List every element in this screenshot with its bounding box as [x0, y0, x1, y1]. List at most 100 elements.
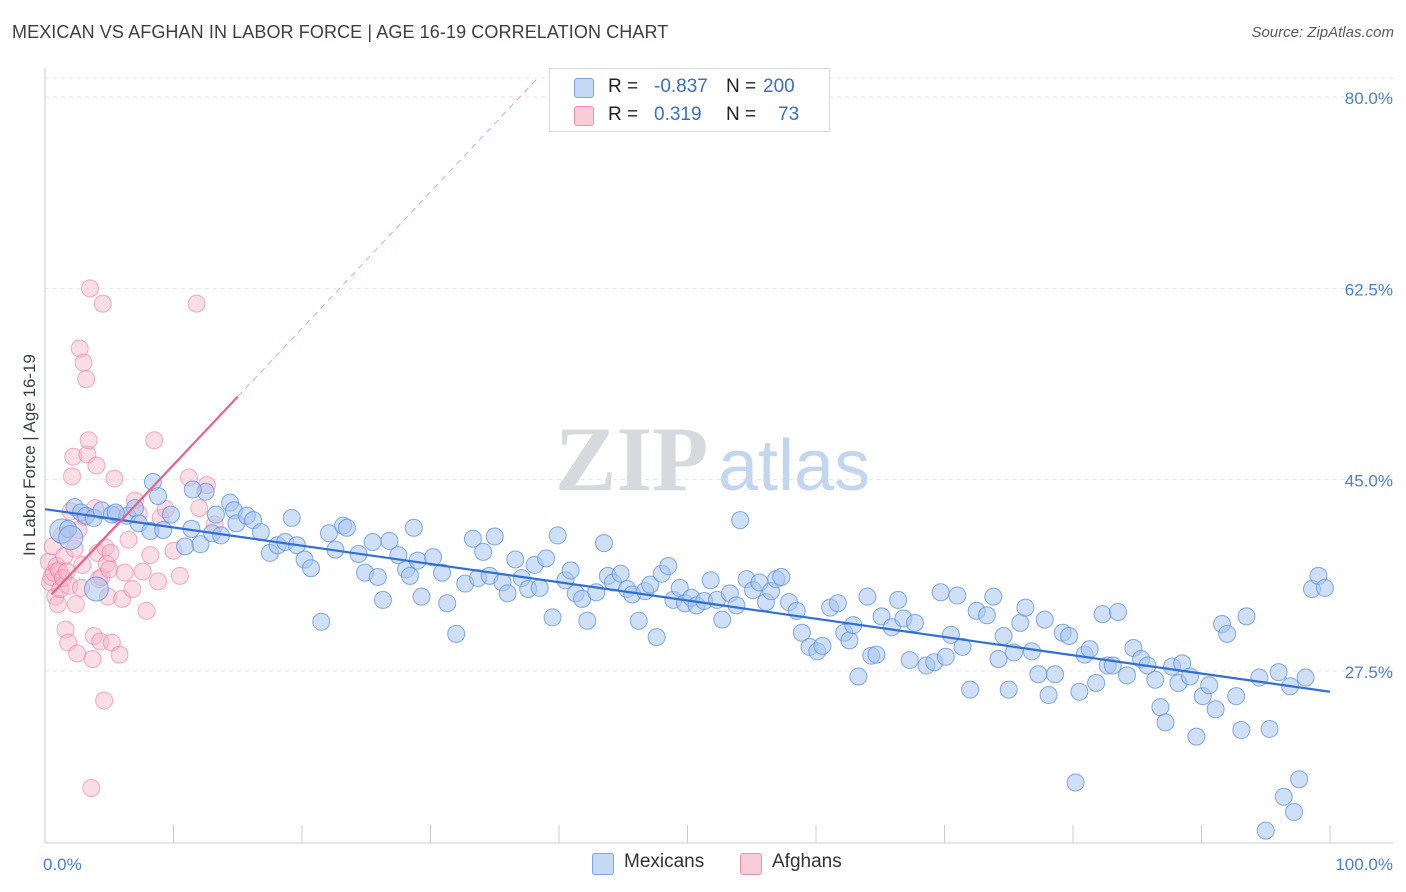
mexicans-point: [485, 527, 504, 546]
mexicans-point: [301, 559, 320, 578]
mexicans-point: [1093, 605, 1112, 624]
mexicans-point: [1060, 627, 1079, 646]
mexicans-point: [424, 548, 443, 567]
afghans-point: [100, 560, 119, 579]
mexicans-point: [889, 590, 908, 609]
mexicans-point: [936, 647, 955, 666]
mexicans-legend-swatch: [592, 853, 614, 875]
afghans-point: [83, 649, 102, 668]
afghans-point: [74, 353, 93, 372]
afghans-point: [101, 543, 120, 562]
mexicans-point: [1269, 663, 1288, 682]
mexicans-point: [433, 563, 452, 582]
afghans-point: [133, 562, 152, 581]
mexicans-point: [561, 561, 580, 580]
mexicans-point: [1256, 821, 1275, 840]
y-tick-label: 45.0%: [1345, 472, 1393, 491]
x-tick-label-min: 0.0%: [43, 855, 82, 874]
legend-r-label: R =: [608, 104, 639, 125]
mexicans-point: [858, 587, 877, 606]
mexicans-swatch: [574, 78, 594, 98]
mexicans-point: [400, 566, 419, 585]
mexicans-point: [161, 505, 180, 524]
legend-row-afghans: R = 0.319 N = 73: [550, 101, 829, 129]
mexicans-point: [961, 680, 980, 699]
mexicans-point: [849, 667, 868, 686]
mexicans-point: [867, 645, 886, 664]
mexicans-point: [447, 624, 466, 643]
axes: [44, 68, 1393, 844]
watermark-atlas: atlas: [718, 426, 870, 506]
mexicans-point: [994, 627, 1013, 646]
afghans-point: [190, 499, 209, 518]
mexicans-point: [154, 520, 173, 539]
mexicans-point: [659, 557, 678, 576]
mexicans-point: [594, 534, 613, 553]
mexicans-point: [1315, 578, 1334, 597]
afghans-point: [115, 563, 134, 582]
mexicans-point: [438, 594, 457, 613]
afghans-point: [95, 691, 114, 710]
mexicans-point: [83, 576, 109, 602]
x-tick-label-max: 100.0%: [1335, 855, 1393, 874]
afghans-trend-extension: [237, 75, 541, 397]
mexicans-point: [772, 567, 791, 586]
mexicans-point: [731, 511, 750, 530]
mexicans-point: [1227, 687, 1246, 706]
mexicans-point: [1237, 607, 1256, 626]
mexicans-point: [813, 636, 832, 655]
mexicans-point: [905, 613, 924, 632]
mexicans-point: [1029, 665, 1048, 684]
afghans-point: [149, 572, 168, 591]
mexicans-point: [931, 583, 950, 602]
mexicans-point: [647, 628, 666, 647]
mexicans-point: [1206, 700, 1225, 719]
mexicans-point: [506, 550, 525, 569]
mexicans-point: [828, 594, 847, 613]
mexicans-point: [840, 631, 859, 650]
afghans-point: [105, 469, 124, 488]
mexicans-point: [1070, 682, 1089, 701]
mexicans-point: [989, 649, 1008, 668]
mexicans-point: [530, 578, 549, 597]
afghans-point: [77, 370, 96, 389]
mexicans-point: [176, 537, 195, 556]
afghans-point: [64, 447, 83, 466]
afghans-swatch: [574, 106, 594, 126]
mexicans-point: [792, 623, 811, 642]
afghans-point: [110, 645, 129, 664]
mexicans-point: [1285, 803, 1304, 822]
mexicans-legend-label: Mexicans: [624, 851, 705, 872]
mexicans-point: [948, 586, 967, 605]
afghans-point: [48, 595, 67, 614]
mexicans-point: [713, 610, 732, 629]
mexicans-point: [125, 499, 144, 518]
mexicans-point: [900, 651, 919, 670]
mexicans-point: [1296, 668, 1315, 687]
mexicans-point: [1218, 624, 1237, 643]
mexicans-point: [1039, 686, 1058, 705]
mexicans-point: [363, 532, 382, 551]
watermark-zip: ZIP: [555, 408, 708, 510]
y-tick-label: 62.5%: [1345, 280, 1393, 299]
legend-r-value: 0.319: [654, 104, 702, 125]
afghans-point: [62, 467, 81, 486]
mexicans-point: [1117, 666, 1136, 685]
afghans-point: [73, 555, 92, 574]
afghans-point: [56, 620, 75, 639]
afghans-point: [187, 294, 206, 313]
mexicans-point: [1187, 727, 1206, 746]
afghans-point: [137, 601, 156, 620]
afghans-point: [170, 566, 189, 585]
mexicans-trend-line: [44, 508, 1331, 693]
trend-lines: [44, 75, 1331, 693]
mexicans-point: [999, 680, 1018, 699]
mexicans-point: [977, 606, 996, 625]
legend-n-value: 200: [763, 76, 795, 97]
mexicans-point: [149, 487, 168, 506]
mexicans-point: [1046, 665, 1065, 684]
y-tick-label: 80.0%: [1345, 89, 1393, 108]
afghans-point: [68, 644, 87, 663]
afghans-point: [70, 339, 89, 358]
afghans-point: [145, 431, 164, 450]
